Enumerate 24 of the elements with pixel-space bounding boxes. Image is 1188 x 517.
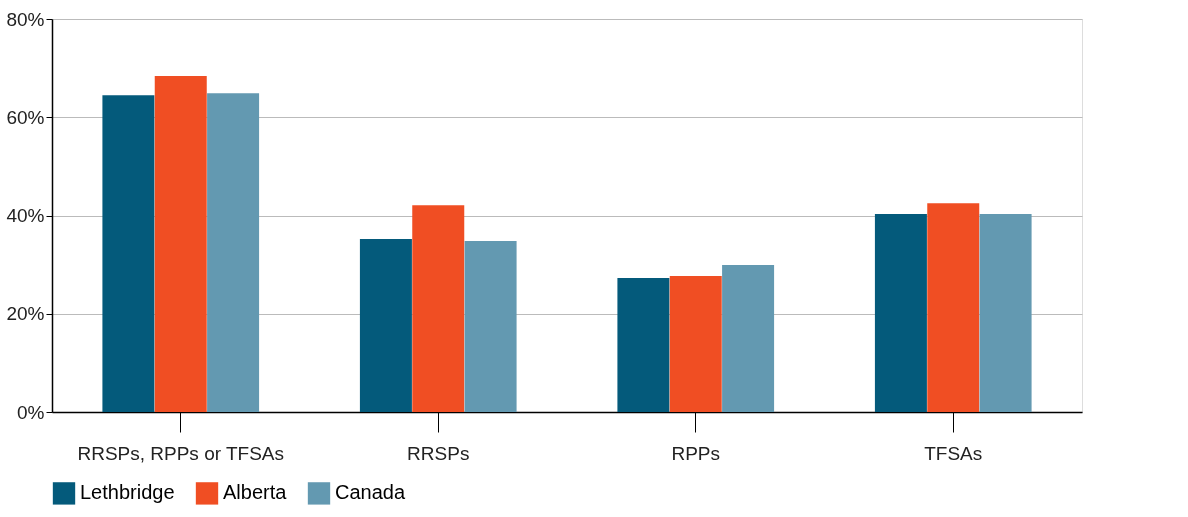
legend-label: Canada: [335, 481, 406, 504]
bar: [412, 205, 465, 412]
bar: [207, 93, 260, 412]
x-tick-label: RRSPs: [407, 442, 470, 464]
bar: [617, 277, 670, 412]
bar: [927, 203, 980, 412]
legend-label: Alberta: [223, 481, 288, 504]
y-tick-label: 0%: [17, 401, 45, 423]
bar: [464, 241, 517, 412]
x-tick-label: RRSPs, RPPs or TFSAs: [77, 442, 285, 464]
bar: [874, 214, 927, 412]
y-tick-label: 20%: [6, 303, 45, 325]
bar: [979, 214, 1032, 412]
bar: [102, 95, 155, 412]
bar: [669, 275, 722, 412]
x-tick-label: RPPs: [671, 442, 721, 464]
bar: [722, 265, 775, 412]
bar: [154, 75, 207, 412]
legend-label: Lethbridge: [80, 481, 175, 504]
x-tick-label: TFSAs: [924, 442, 983, 464]
y-tick-label: 40%: [6, 205, 45, 226]
y-tick-label: 80%: [6, 8, 45, 30]
y-tick-label: 60%: [6, 106, 45, 128]
bar: [359, 239, 412, 412]
